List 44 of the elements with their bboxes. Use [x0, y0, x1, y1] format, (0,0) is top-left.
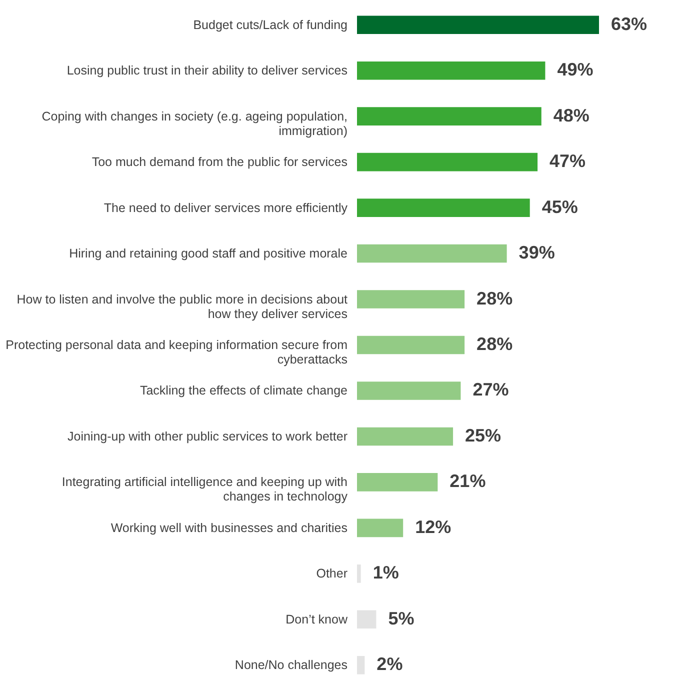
- data-label: 48%: [553, 105, 590, 126]
- bar: [357, 152, 538, 172]
- data-label: 2%: [376, 654, 403, 674]
- y-tick-label: Joining-up with other public services to work better: [68, 429, 348, 444]
- bar: [357, 61, 546, 80]
- data-label: 28%: [476, 288, 513, 308]
- y-tick-label: Tackling the effects of climate change: [140, 384, 348, 398]
- y-tick-label: Working well with businesses and charities: [110, 520, 348, 535]
- y-tick-label: Too much demand from the public for services: [92, 155, 348, 170]
- bar: [357, 610, 376, 629]
- bar: [357, 244, 507, 263]
- y-tick-label: Integrating artificial intelligence and keeping up with changes in technology: [62, 475, 348, 504]
- bar: [357, 336, 465, 354]
- bar: [357, 198, 530, 217]
- y-tick-label: Don’t know: [286, 612, 348, 626]
- bar: [357, 107, 542, 126]
- data-label: 5%: [388, 608, 414, 628]
- bar: [357, 427, 454, 446]
- bar: [357, 473, 438, 492]
- bar: [357, 656, 365, 674]
- y-tick-label: How to listen and involve the public more in decisions about how they deliver services: [16, 292, 348, 321]
- data-label: 28%: [476, 334, 513, 354]
- bar: [357, 290, 465, 308]
- y-tick-label: The need to deliver services more efficiently: [104, 200, 348, 215]
- bar: [357, 16, 599, 34]
- data-label: 49%: [557, 60, 594, 80]
- bar: [357, 518, 404, 538]
- data-label: 27%: [472, 380, 509, 400]
- data-label: 21%: [450, 471, 486, 492]
- data-label: 1%: [372, 562, 399, 583]
- y-tick-label: None/No challenges: [234, 658, 348, 672]
- data-label: 25%: [465, 425, 502, 446]
- y-tick-label: Other: [316, 566, 348, 581]
- data-label: 45%: [542, 196, 578, 217]
- y-tick-label: Protecting personal data and keeping information secure from cyberattacks: [6, 338, 348, 366]
- data-label: 39%: [518, 242, 555, 263]
- y-tick-label: Hiring and retaining good staff and positive morale: [69, 246, 348, 261]
- data-label: 12%: [415, 516, 452, 537]
- bar: [357, 382, 461, 400]
- data-label: 47%: [550, 151, 586, 172]
- y-tick-label: Coping with changes in society (e.g. ageing population, immigration): [42, 109, 348, 138]
- y-tick-label: Losing public trust in their ability to deliver services: [66, 64, 348, 78]
- y-tick-label: Budget cuts/Lack of funding: [193, 18, 348, 32]
- data-label: 63%: [611, 14, 648, 34]
